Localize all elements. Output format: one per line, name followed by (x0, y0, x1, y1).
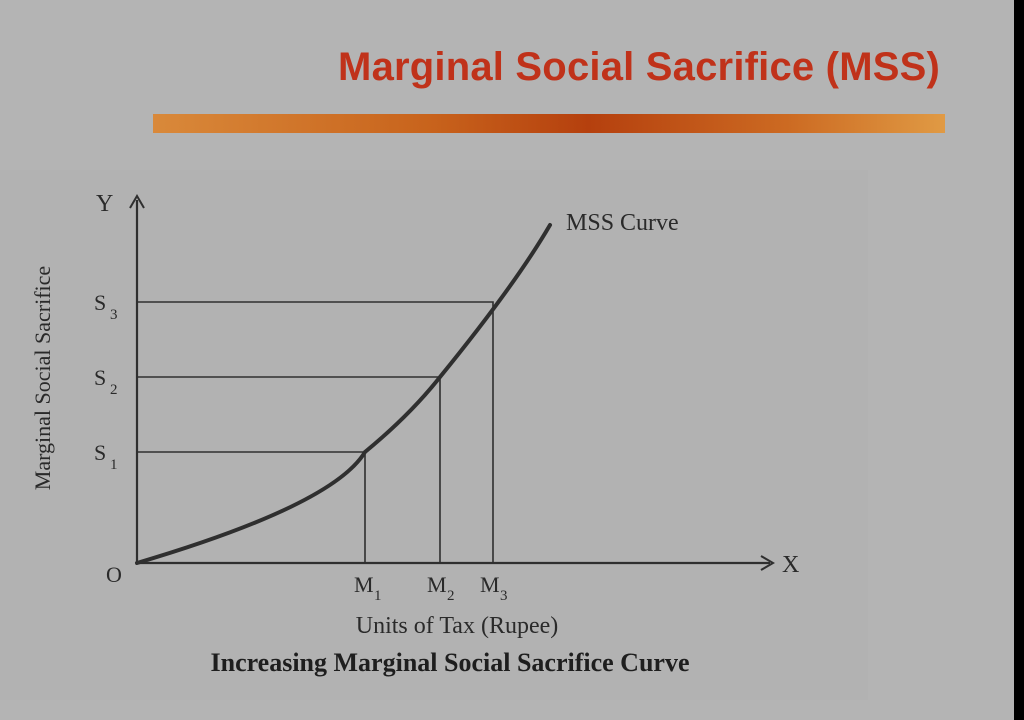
x-tick-m1: M 1 (354, 572, 382, 604)
x-tick-m1-sub: 1 (374, 588, 382, 604)
x-tick-m3-base: M (480, 572, 500, 597)
y-tick-s2-sub: 2 (110, 382, 118, 398)
y-tick-s1: S 1 (94, 440, 118, 473)
mss-curve-label: MSS Curve (566, 210, 679, 236)
origin-label: O (106, 562, 122, 587)
mss-curve (135, 223, 552, 565)
y-tick-s2: S 2 (94, 365, 118, 398)
title-underline-bar (153, 114, 945, 133)
x-tick-m2: M 2 (427, 572, 455, 604)
x-tick-m3: M 3 (480, 572, 508, 604)
x-tick-m2-sub: 2 (447, 588, 455, 604)
s1-m1-guide (137, 451, 366, 563)
y-axis-letter: Y (96, 191, 113, 217)
y-tick-s1-base: S (94, 440, 106, 465)
figure-caption: Increasing Marginal Social Sacrifice Cur… (210, 648, 690, 677)
x-axis-title: Units of Tax (Rupee) (356, 613, 559, 639)
y-axis-title: Marginal Social Sacrifice (30, 266, 55, 490)
y-axis-arrow (129, 194, 145, 209)
y-tick-s1-sub: 1 (110, 457, 118, 473)
y-tick-s3: S 3 (94, 290, 118, 323)
x-tick-m3-sub: 3 (500, 588, 508, 604)
s3-m3-guide (137, 301, 494, 563)
s2-m2-guide (137, 376, 441, 563)
x-axis-arrow (760, 555, 775, 571)
x-axis-letter: X (782, 552, 799, 578)
mss-diagram: Y X O MSS Curve S 3 S 2 S 1 M 1 M 2 (0, 170, 868, 700)
slide-title: Marginal Social Sacrifice (MSS) (338, 45, 940, 89)
y-tick-s3-base: S (94, 290, 106, 315)
x-tick-m1-base: M (354, 572, 374, 597)
y-tick-s2-base: S (94, 365, 106, 390)
x-tick-m2-base: M (427, 572, 447, 597)
y-tick-s3-sub: 3 (110, 307, 118, 323)
